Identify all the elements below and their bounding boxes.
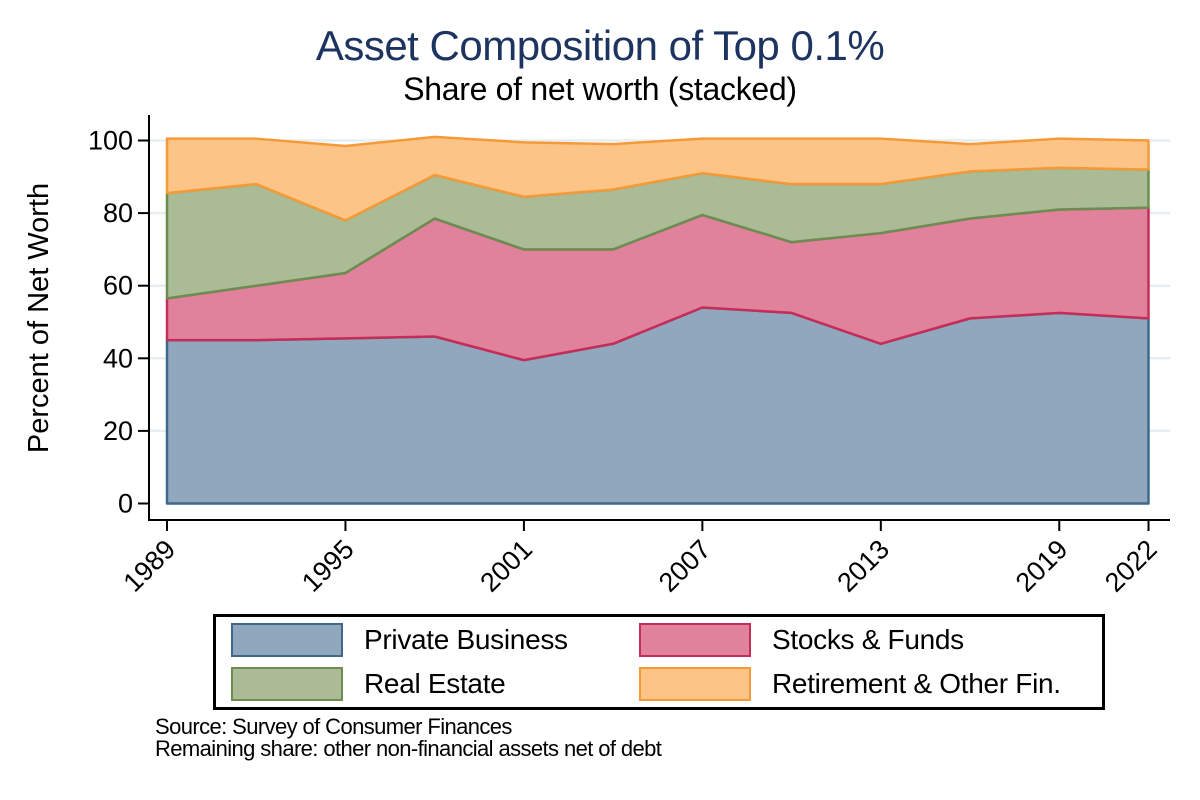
- x-tick-label: 2019: [1010, 534, 1074, 598]
- y-tick-label: 60: [103, 271, 133, 301]
- x-tick-label: 2001: [474, 534, 538, 598]
- area-retirement-other-fin: [165, 135, 1150, 222]
- note-source: Source: Survey of Consumer Finances: [155, 714, 512, 739]
- legend-swatch-retirement: [639, 667, 751, 701]
- source-notes: Source: Survey of Consumer Finances Rema…: [155, 714, 662, 761]
- y-tick-label: 0: [118, 489, 133, 519]
- legend-item-retirement: Retirement & Other Fin.: [639, 667, 1102, 701]
- y-axis-title: Percent of Net Worth: [23, 183, 55, 453]
- legend-label: Stocks & Funds: [772, 624, 964, 655]
- chart-subtitle: Share of net worth (stacked): [403, 71, 797, 107]
- legend: Private Business Stocks & Funds Real Est…: [213, 614, 1105, 710]
- x-tick-label: 1989: [118, 534, 182, 598]
- x-tick-label: 2007: [653, 534, 717, 598]
- chart-title: Asset Composition of Top 0.1%: [315, 22, 885, 69]
- legend-swatch-real-estate: [231, 667, 343, 701]
- y-tick-label: 20: [103, 416, 133, 446]
- x-tick-label: 2013: [831, 534, 895, 598]
- y-tick-label: 100: [88, 126, 133, 156]
- legend-swatch-private-business: [231, 623, 343, 657]
- legend-item-real-estate: Real Estate: [231, 667, 639, 701]
- note-remaining: Remaining share: other non-financial ass…: [155, 735, 662, 761]
- x-tick-label: 1995: [296, 534, 360, 598]
- y-tick-label: 80: [103, 198, 133, 228]
- legend-label: Private Business: [364, 624, 568, 655]
- legend-item-stocks-funds: Stocks & Funds: [639, 623, 1102, 657]
- legend-label: Real Estate: [364, 668, 506, 699]
- legend-label: Retirement & Other Fin.: [772, 668, 1061, 699]
- x-tick-label: 2022: [1099, 534, 1163, 598]
- legend-item-private-business: Private Business: [231, 623, 639, 657]
- legend-swatch-stocks-funds: [639, 623, 751, 657]
- y-tick-label: 40: [103, 343, 133, 373]
